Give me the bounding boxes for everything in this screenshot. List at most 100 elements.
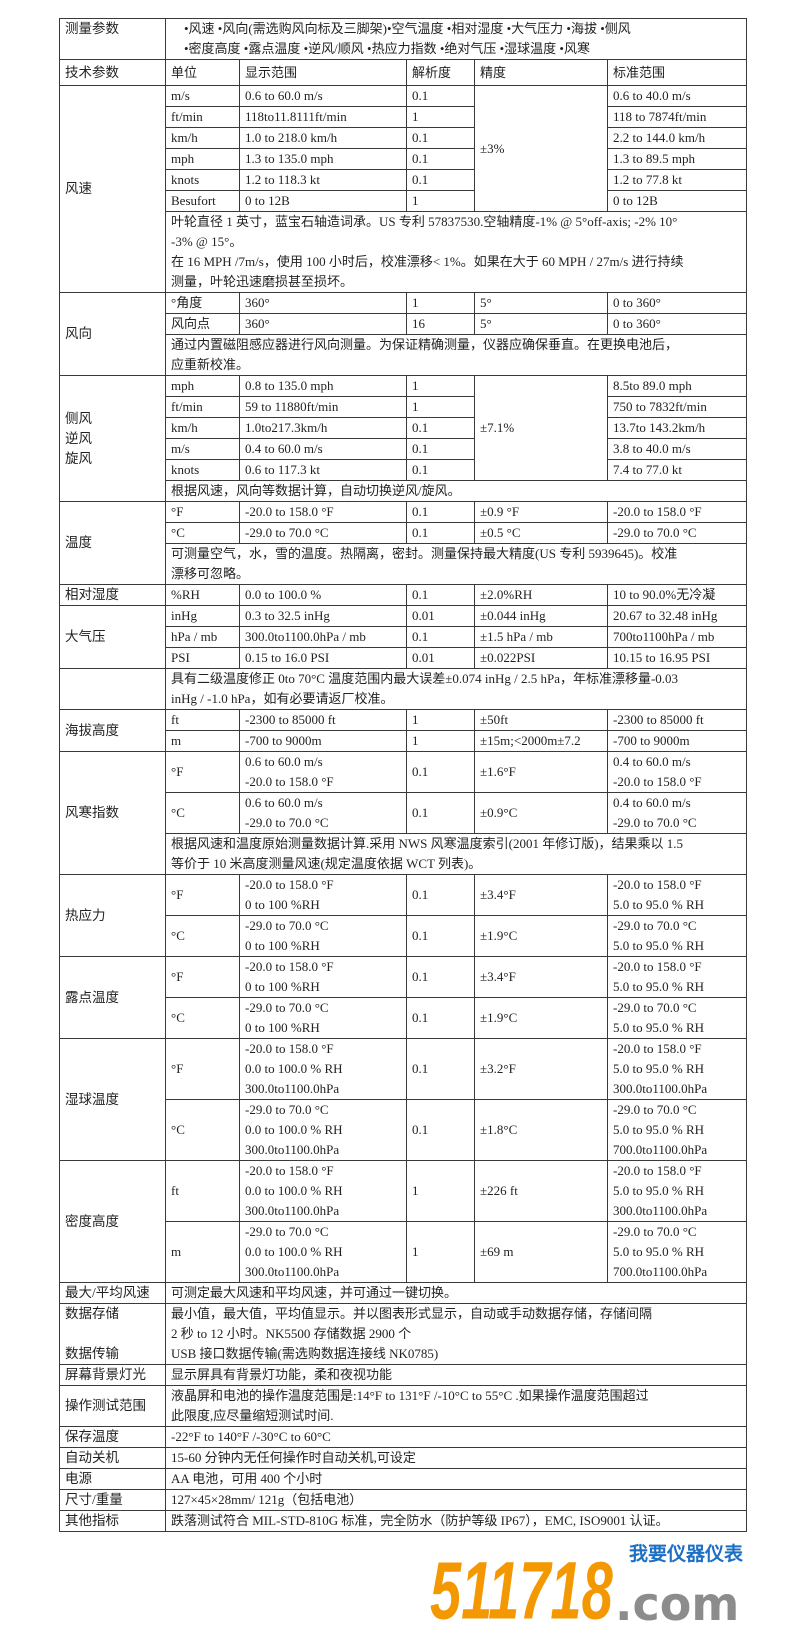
standard-range-cell: -20.0 to 158.0 °F 5.0 to 95.0 % RH	[607, 874, 747, 916]
misc-label-line: 自动关机	[65, 1450, 119, 1465]
accuracy-cell-line: ±2.0%RH	[480, 587, 533, 602]
column-header: 技术参数	[59, 59, 166, 86]
note-row: 具有二级温度修正 0to 70°C 温度范围内最大误差±0.074 inHg /…	[59, 668, 747, 710]
standard-range-cell-line: 1.2 to 77.8 kt	[613, 172, 682, 187]
standard-range-cell-line: 3.8 to 40.0 m/s	[613, 441, 691, 456]
spec-row: 露点温度 °F -20.0 to 158.0 °F 0 to 100 %RH 0.1 ±3…	[59, 956, 747, 1039]
accuracy-cell: ±226 ft	[474, 1160, 608, 1222]
unit-cell-line: °F	[171, 764, 184, 779]
misc-row: 保存温度 -22°F to 140°F /-30°C to 60°C	[59, 1426, 747, 1448]
note-cell-line: 可测量空气，水，雪的温度。热隔离，密封。测量保持最大精度(US 专利 59396…	[171, 546, 678, 561]
unit-cell-line: ft/min	[171, 109, 203, 124]
section-label: 湿球温度	[59, 1038, 166, 1161]
resolution-cell: 0.1	[406, 148, 475, 170]
standard-range-cell-line: 5.0 to 95.0 % RH	[613, 1020, 704, 1035]
note-cell: 具有二级温度修正 0to 70°C 温度范围内最大误差±0.074 inHg /…	[165, 668, 747, 710]
standard-range-cell-line: 300.0to1100.0hPa	[613, 1081, 708, 1096]
standard-range-cell-line: 13.7to 143.2km/h	[613, 420, 706, 435]
display-range-cell: 1.0to217.3km/h	[239, 417, 407, 439]
unit-cell: km/h	[165, 127, 240, 149]
standard-range-cell-line: 700.0to1100.0hPa	[613, 1142, 708, 1157]
misc-text-line: 最小值，最大值，平均值显示。并以图表形式显示，自动或手动数据存储，存储间隔	[171, 1306, 653, 1321]
unit-cell: °C	[165, 1099, 240, 1161]
accuracy-cell-line: ±3.2°F	[480, 1061, 516, 1076]
standard-range-cell-line: -20.0 to 158.0 °F	[613, 1163, 702, 1178]
misc-label: 电源	[59, 1468, 166, 1490]
misc-label: 自动关机	[59, 1447, 166, 1469]
accuracy-cell-line: ±1.5 hPa / mb	[480, 629, 553, 644]
display-range-cell: 118to11.8111ft/min	[239, 106, 407, 128]
unit-cell-line: °F	[171, 969, 184, 984]
standard-range-cell-line: 5.0 to 95.0 % RH	[613, 979, 704, 994]
unit-cell-line: °F	[171, 1061, 184, 1076]
misc-label: 尺寸/重量	[59, 1489, 166, 1511]
display-range-cell-line: 118to11.8111ft/min	[245, 109, 347, 124]
display-range-cell: 0.6 to 60.0 m/s -20.0 to 158.0 °F	[239, 751, 407, 793]
accuracy-cell: ±0.022PSI	[474, 647, 608, 669]
display-range-cell-line: 300.0to1100.0hPa	[245, 1142, 340, 1157]
watermark-logo-number: 511718	[430, 1544, 613, 1636]
display-range-cell-line: -29.0 to 70.0 °C	[245, 815, 329, 830]
display-range-cell-line: -29.0 to 70.0 °C	[245, 1000, 329, 1015]
params-text: •风速 •风向(需选购风向标及三脚架)•空气温度 •相对湿度 •大气压力 •海拔…	[165, 18, 747, 60]
standard-range-cell: -2300 to 85000 ft	[607, 709, 747, 731]
note-cell-line: 叶轮直径 1 英寸，蓝宝石轴造词承。US 专利 57837530.空轴精度-1%…	[171, 214, 678, 229]
note-cell: 根据风速和温度原始测量数据计算.采用 NWS 风寒温度索引(2001 年修订版)…	[165, 833, 747, 875]
standard-range-cell-line: -20.0 to 158.0 °F	[613, 774, 702, 789]
spec-table-body: 测量参数 •风速 •风向(需选购风向标及三脚架)•空气温度 •相对湿度 •大气压力…	[59, 18, 747, 1532]
resolution-cell: 0.1	[406, 997, 475, 1039]
unit-cell: Besufort	[165, 190, 240, 212]
note-row: 叶轮直径 1 英寸，蓝宝石轴造词承。US 专利 57837530.空轴精度-1%…	[60, 211, 747, 293]
misc-text-line: 显示屏具有背景灯功能，柔和夜视功能	[171, 1367, 393, 1382]
display-range-cell-line: -29.0 to 70.0 °C	[245, 525, 329, 540]
unit-cell: m	[165, 1221, 240, 1283]
resolution-cell: 0.01	[406, 647, 475, 669]
note-row: 通过内置磁阻感应器进行风向测量。为保证精确测量，仪器应确保垂直。在更换电池后， 应…	[60, 334, 747, 376]
unit-cell-line: 风向点	[171, 316, 211, 331]
column-header: 显示范围	[239, 59, 407, 86]
accuracy-cell: ±3%	[474, 85, 608, 212]
section-label: 风向	[59, 292, 166, 376]
display-range-cell-line: 0.0 to 100.0 %	[245, 587, 322, 602]
accuracy-cell: ±3.4°F	[474, 874, 608, 916]
display-range-cell: -700 to 9000m	[239, 730, 407, 752]
standard-range-cell: 0 to 12B	[607, 190, 747, 212]
standard-range-cell-line: 2.2 to 144.0 km/h	[613, 130, 706, 145]
unit-cell: °F	[165, 751, 240, 793]
resolution-cell: 1	[406, 1221, 475, 1283]
spec-row: m -700 to 9000m 1 ±15m;<2000m±7.2 -700 to 90…	[60, 730, 747, 752]
standard-range-cell-line: -29.0 to 70.0 °C	[613, 525, 697, 540]
unit-cell: PSI	[165, 647, 240, 669]
standard-range-cell-line: 5.0 to 95.0 % RH	[613, 897, 704, 912]
unit-cell-line: °F	[171, 504, 184, 519]
unit-cell-line: m/s	[171, 441, 190, 456]
standard-range-cell-line: 1.3 to 89.5 mph	[613, 151, 695, 166]
accuracy-cell-line: ±1.9°C	[480, 928, 518, 943]
misc-row: 屏幕背景灯光 显示屏具有背景灯功能，柔和夜视功能	[59, 1364, 747, 1386]
column-header: 解析度	[406, 59, 475, 86]
display-range-cell-line: 1.0to217.3km/h	[245, 420, 328, 435]
display-range-cell: 300.0to1100.0hPa / mb	[239, 626, 407, 648]
misc-text-line: 2 秒 to 12 小时。NK5500 存储数据 2900 个	[171, 1326, 412, 1341]
accuracy-cell-line: ±50ft	[480, 712, 509, 727]
display-range-cell-line: 0.0 to 100.0 % RH	[245, 1061, 343, 1076]
display-range-cell: 1.0 to 218.0 km/h	[239, 127, 407, 149]
misc-label-line: 尺寸/重量	[65, 1492, 123, 1507]
standard-range-cell: -20.0 to 158.0 °F 5.0 to 95.0 % RH 300.0to…	[607, 1038, 747, 1100]
resolution-cell: 0.1	[406, 85, 475, 107]
standard-range-cell-line: 700to1100hPa / mb	[613, 629, 715, 644]
accuracy-cell: ±7.1%	[474, 375, 608, 481]
accuracy-cell: ±2.0%RH	[474, 584, 608, 606]
standard-range-cell: -20.0 to 158.0 °F 5.0 to 95.0 % RH	[607, 956, 747, 998]
accuracy-cell: ±1.5 hPa / mb	[474, 626, 608, 648]
unit-cell-line: knots	[171, 172, 200, 187]
misc-row: 操作测试范围 液晶屏和电池的操作温度范围是:14°F to 131°F /-10°…	[59, 1385, 747, 1427]
unit-cell: inHg	[165, 605, 240, 627]
display-range-cell-line: -20.0 to 158.0 °F	[245, 774, 334, 789]
misc-text: 可测定最大风速和平均风速，并可通过一键切换。	[165, 1282, 747, 1304]
misc-label: 屏幕背景灯光	[59, 1364, 166, 1386]
spec-sheet: 测量参数 •风速 •风向(需选购风向标及三脚架)•空气温度 •相对湿度 •大气压力…	[59, 18, 747, 1650]
unit-cell-line: ft	[171, 712, 179, 727]
unit-cell-line: °C	[171, 525, 185, 540]
accuracy-cell-line: 5°	[480, 295, 492, 310]
